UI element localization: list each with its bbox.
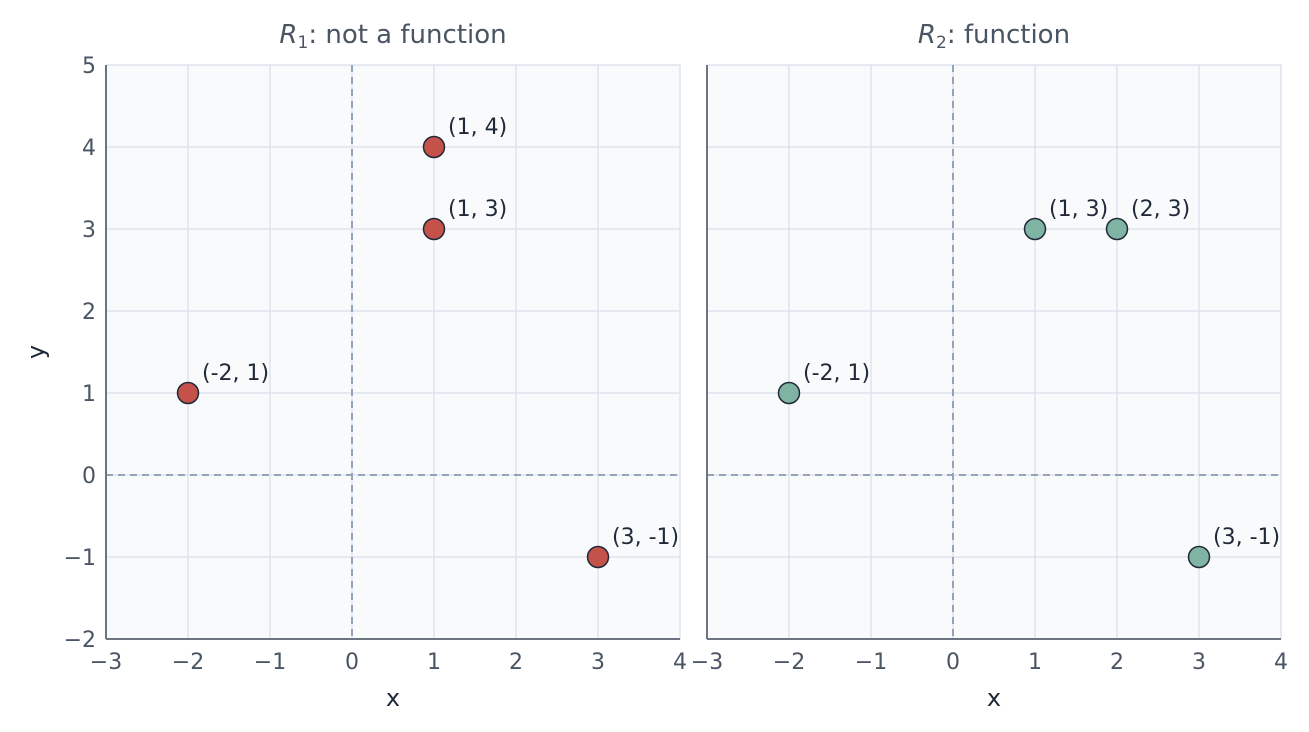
chart-title: R2: function: [918, 20, 1070, 53]
x-tick-label: 4: [1274, 650, 1288, 675]
y-tick-label: 1: [82, 382, 96, 407]
plot-area: [105, 64, 681, 640]
x-tick-label: −1: [855, 650, 887, 675]
title-subscript: 1: [297, 33, 308, 53]
data-point: [176, 381, 200, 405]
data-point-label: (1, 3): [1049, 197, 1108, 222]
x-axis-label: x: [987, 684, 1001, 712]
data-point: [1187, 545, 1211, 569]
x-tick-label: 0: [345, 650, 359, 675]
x-tick-label: 2: [509, 650, 523, 675]
title-text: : not a function: [308, 20, 506, 50]
data-point: [422, 135, 446, 159]
data-point-label: (2, 3): [1131, 197, 1190, 222]
y-tick-label: 5: [82, 54, 96, 79]
title-variable: R: [918, 20, 936, 50]
chart-title: R1: not a function: [279, 20, 506, 53]
data-point-label: (-2, 1): [202, 361, 269, 386]
data-point-label: (3, -1): [1213, 525, 1280, 550]
title-subscript: 2: [936, 33, 947, 53]
y-tick-label: −2: [64, 628, 96, 653]
title-variable: R: [279, 20, 297, 50]
x-tick-label: 3: [1192, 650, 1206, 675]
data-point: [586, 545, 610, 569]
x-tick-label: −1: [254, 650, 286, 675]
x-axis-label: x: [386, 684, 400, 712]
x-tick-label: 0: [946, 650, 960, 675]
data-point-label: (1, 3): [448, 197, 507, 222]
data-point: [1023, 217, 1047, 241]
data-point: [422, 217, 446, 241]
title-text: : function: [947, 20, 1070, 50]
data-point: [1105, 217, 1129, 241]
x-tick-label: 3: [591, 650, 605, 675]
x-tick-label: 4: [673, 650, 687, 675]
x-tick-label: 2: [1110, 650, 1124, 675]
y-tick-label: 2: [82, 300, 96, 325]
x-tick-label: −3: [90, 650, 122, 675]
y-tick-label: 3: [82, 218, 96, 243]
x-tick-label: −2: [773, 650, 805, 675]
x-tick-label: −3: [691, 650, 723, 675]
plot-area: [706, 64, 1282, 640]
data-point-label: (-2, 1): [803, 361, 870, 386]
data-point: [777, 381, 801, 405]
y-axis-label: y: [22, 345, 50, 359]
y-tick-label: −1: [64, 546, 96, 571]
y-tick-label: 0: [82, 464, 96, 489]
data-point-label: (1, 4): [448, 115, 507, 140]
x-tick-label: −2: [172, 650, 204, 675]
y-tick-label: 4: [82, 136, 96, 161]
data-point-label: (3, -1): [612, 525, 679, 550]
x-tick-label: 1: [427, 650, 441, 675]
x-tick-label: 1: [1028, 650, 1042, 675]
